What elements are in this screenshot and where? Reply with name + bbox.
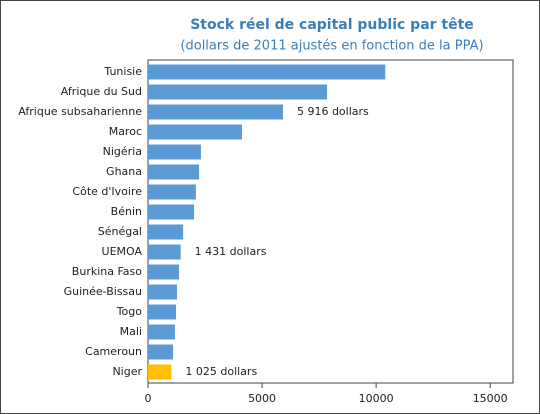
- chart-title: Stock réel de capital public par tête: [190, 17, 474, 33]
- bar: [148, 324, 175, 340]
- y-tick-label: Togo: [116, 305, 143, 318]
- x-tick-label: 10000: [359, 392, 394, 405]
- bar: [148, 64, 386, 80]
- y-tick-label: Nigéria: [103, 145, 142, 158]
- x-tick-label: 5000: [248, 392, 276, 405]
- bar: [148, 244, 181, 260]
- bar: [148, 184, 196, 200]
- y-tick-label: Ghana: [106, 165, 142, 178]
- y-tick-label: Côte d'Ivoire: [72, 185, 142, 198]
- bar: [148, 104, 283, 120]
- bar: [148, 124, 242, 140]
- plot-area: [147, 59, 514, 384]
- y-tick-label: Mali: [120, 325, 142, 338]
- value-label: 5 916 dollars: [297, 105, 369, 118]
- y-tick-label: Maroc: [109, 125, 142, 138]
- bar: [148, 284, 177, 300]
- bar: [148, 164, 200, 180]
- x-tick-label: 15000: [473, 392, 508, 405]
- bar: [148, 144, 201, 160]
- y-tick-label: Burkina Faso: [72, 265, 142, 278]
- y-tick-label: Niger: [112, 365, 142, 378]
- bar: [148, 84, 328, 100]
- y-tick-label: Guinée-Bissau: [64, 285, 142, 298]
- y-tick-label: Cameroun: [85, 345, 142, 358]
- bar: [148, 304, 177, 320]
- y-tick-label: Afrique subsaharienne: [18, 105, 142, 118]
- bar: [148, 364, 172, 380]
- y-tick-label: UEMOA: [102, 245, 143, 258]
- y-tick-label: Sénégal: [98, 225, 142, 238]
- value-label: 1 025 dollars: [185, 365, 257, 378]
- bar: [148, 204, 195, 220]
- bar: [148, 224, 184, 240]
- chart-subtitle: (dollars de 2011 ajustés en fonction de …: [180, 39, 483, 54]
- value-label: 1 431 dollars: [195, 245, 267, 258]
- y-tick-label: Tunisie: [103, 65, 142, 78]
- y-tick-label: Afrique du Sud: [61, 85, 142, 98]
- x-tick-label: 0: [145, 392, 152, 405]
- bar: [148, 264, 180, 280]
- bar: [148, 344, 174, 360]
- y-tick-label: Bénin: [111, 205, 142, 218]
